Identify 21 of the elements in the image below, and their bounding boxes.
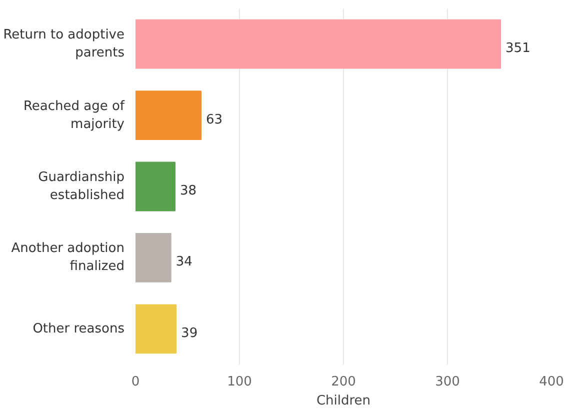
x-tick-label: 400 bbox=[539, 374, 564, 390]
x-tick-label: 100 bbox=[227, 374, 252, 390]
data-label: 351 bbox=[506, 41, 530, 56]
x-tick-label: 0 bbox=[131, 374, 140, 390]
y-tick-label: Return to adoptive parents bbox=[3, 28, 125, 61]
data-label: 34 bbox=[176, 254, 192, 270]
y-tick-label: Other reasons bbox=[32, 321, 125, 336]
x-tick-label: 200 bbox=[331, 374, 356, 390]
x-axis-title: Children bbox=[316, 394, 371, 408]
bar bbox=[136, 162, 176, 212]
data-label: 63 bbox=[206, 112, 223, 128]
data-label: 38 bbox=[180, 184, 197, 198]
bar bbox=[136, 232, 172, 282]
bar bbox=[136, 19, 502, 69]
bar bbox=[136, 90, 202, 140]
x-tick-label: 300 bbox=[435, 374, 460, 390]
y-tick-label: Reached age of majority bbox=[23, 98, 125, 132]
data-label: 39 bbox=[181, 326, 198, 341]
y-tick-label: Guardianship established bbox=[38, 170, 125, 203]
bar bbox=[136, 304, 177, 354]
y-tick-label: Another adoption finalized bbox=[11, 241, 125, 274]
